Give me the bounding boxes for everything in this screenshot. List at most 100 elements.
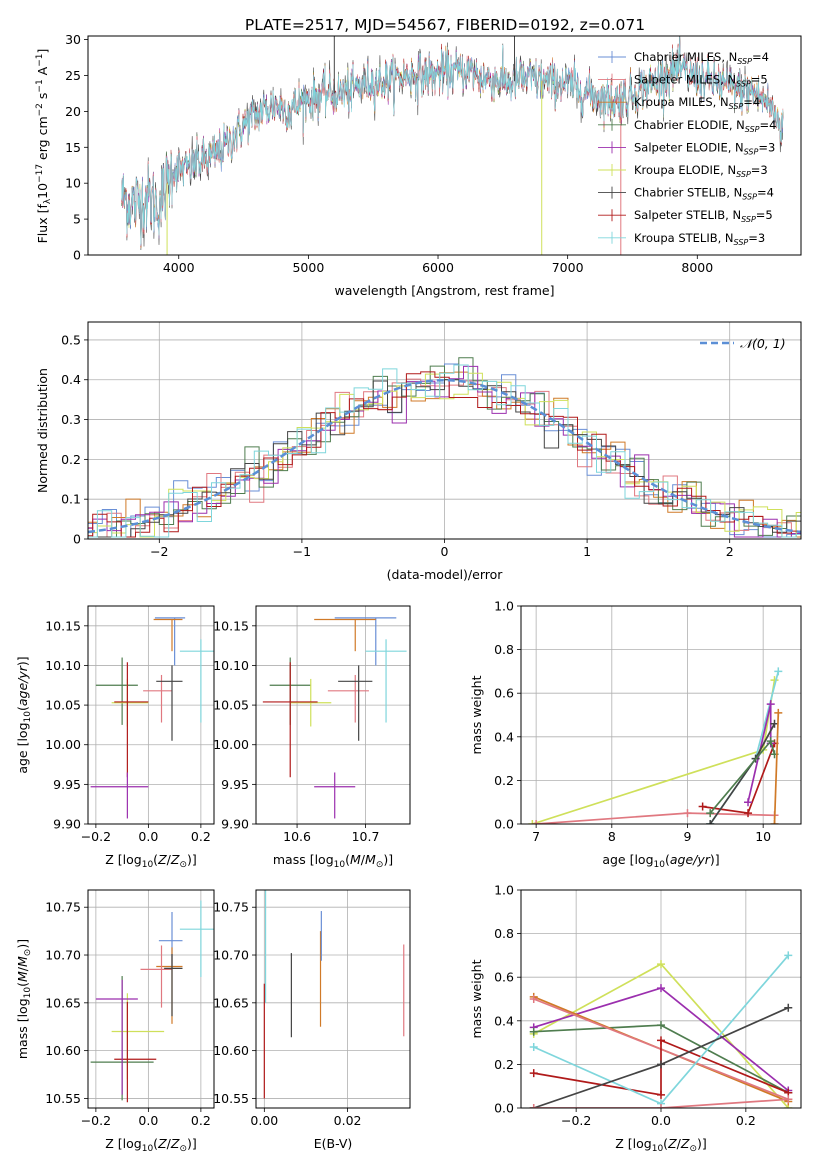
y-tick-label: 0.5 xyxy=(61,332,81,347)
x-axis-label: Z [log10(Z/Z⊙)] xyxy=(105,852,197,870)
label-part: )] xyxy=(187,1136,197,1151)
legend-text-part: Chabrier ELODIE, N xyxy=(634,118,745,132)
weight-marker-kroupa_stelib xyxy=(529,1042,538,1051)
label-part: ⊙ xyxy=(179,860,187,870)
legend-text-part: SSP xyxy=(736,80,751,89)
y-axis-label: age [log10(age/yr)] xyxy=(15,656,33,773)
label-part: Z [log xyxy=(105,1136,141,1151)
legend-text-part: =5 xyxy=(756,208,773,222)
legend-text-part: SSP xyxy=(745,125,760,134)
x-tick-label: 0.2 xyxy=(191,829,211,844)
y-tick-label: 0.4 xyxy=(494,729,514,744)
label-part: Z xyxy=(170,1136,180,1151)
weight-marker-kroupa_elodie xyxy=(528,820,537,824)
x-axis-label: wavelength [Angstrom, rest frame] xyxy=(334,283,554,298)
x-tick-label: −0.2 xyxy=(81,829,111,844)
x-tick-label: 10.6 xyxy=(283,829,311,844)
label-part: −17 xyxy=(35,164,45,183)
label-part: age [log xyxy=(602,852,653,867)
y-tick-label: 9.90 xyxy=(53,817,81,832)
legend-entry: 𝒩(0, 1) xyxy=(740,336,786,351)
label-part: 10 xyxy=(35,183,50,199)
weight-marker-salpeter_miles xyxy=(529,1104,538,1108)
x-tick-label: 4000 xyxy=(163,260,195,275)
weight-marker-salpeter_stelib xyxy=(698,802,707,811)
plot-area xyxy=(90,617,214,819)
weight-marker-salpeter_miles xyxy=(532,820,541,824)
weight-marker-chabrier_elodie xyxy=(657,1021,665,1030)
legend-text-part: Salpeter STELIB, N xyxy=(634,208,741,222)
axes-frame xyxy=(87,35,802,256)
panel-mass_vs_ebv: 0.00 0.02 10.55 10.60 10.65 10.70 10.75 E(B-V) xyxy=(213,889,411,1151)
label-part: 10 xyxy=(23,711,33,723)
x-axis-label: Z [log10(Z/Z⊙)] xyxy=(105,1136,197,1154)
histogram-salpeter_stelib xyxy=(88,371,801,538)
x-tick-label: 0.02 xyxy=(334,1113,362,1128)
weight-marker-salpeter_elodie xyxy=(766,700,775,709)
y-tick-label: 10.05 xyxy=(45,698,81,713)
weight-marker-chabrier_elodie xyxy=(529,1027,538,1036)
weight-marker-chabrier_stelib xyxy=(784,1003,793,1012)
label-part: erg cm xyxy=(35,116,50,164)
label-part: Flux [f xyxy=(35,204,50,244)
y-tick-label: 10.55 xyxy=(45,1091,81,1106)
x-tick-label: 10.7 xyxy=(352,829,380,844)
weight-line-salpeter_miles xyxy=(536,812,775,824)
x-tick-label: 0.0 xyxy=(138,1113,158,1128)
y-tick-label: 0.2 xyxy=(494,773,514,788)
legend-entry: Chabrier MILES, NSSP=4 xyxy=(634,50,769,66)
y-axis-label: Normed distribution xyxy=(35,368,50,493)
plot-area xyxy=(528,667,783,824)
y-tick-label: 10.10 xyxy=(45,658,81,673)
legend-entry: Kroupa ELODIE, NSSP=3 xyxy=(634,163,768,179)
legend-text-part: =4 xyxy=(757,186,774,200)
label-part: ( xyxy=(153,852,158,867)
y-tick-label: 0.0 xyxy=(494,817,514,832)
x-tick-label: 0 xyxy=(441,544,449,559)
y-tick-label: 10.60 xyxy=(45,1043,81,1058)
x-tick-label: 8000 xyxy=(681,260,713,275)
y-axis-label: Flux [fλ10−17 erg cm−2 s−1 A−1] xyxy=(35,49,53,244)
legend-text-part: SSP xyxy=(741,215,756,224)
label-part: 10 xyxy=(654,860,666,870)
y-tick-label: 1.0 xyxy=(494,599,514,614)
plot-area xyxy=(121,36,784,255)
weight-line-salpeter_miles xyxy=(533,1098,789,1108)
label-part: ( xyxy=(15,982,30,987)
x-axis-label: (data-model)/error xyxy=(387,567,504,582)
y-axis-label: mass [log10(M/M⊙)] xyxy=(15,939,33,1059)
legend-entry: Chabrier ELODIE, NSSP=4 xyxy=(634,118,776,134)
weight-marker-kroupa_stelib xyxy=(784,951,793,960)
label-part: ⊙ xyxy=(689,1144,697,1154)
label-part: Z xyxy=(157,1136,167,1151)
x-tick-label: 0.00 xyxy=(250,1113,278,1128)
panel-weight_vs_z: −0.2 0.0 0.20.00.20.40.60.81.0Z [log10(Z/Z… xyxy=(469,883,802,1154)
label-part: 10 xyxy=(142,860,154,870)
axes-frame xyxy=(87,889,215,1109)
panel-age_vs_z: −0.2 0.0 0.2 9.90 9.95 10.00 10.05 10.10 10.15 Z … xyxy=(15,605,215,870)
legend-text-part: =4 xyxy=(743,95,760,109)
y-tick-label: 10.00 xyxy=(213,737,249,752)
weight-marker-salpeter_miles xyxy=(683,809,692,818)
x-tick-label: 0.0 xyxy=(651,1113,671,1128)
weight-marker-chabrier_elodie xyxy=(766,737,775,746)
legend-text-part: =5 xyxy=(751,73,768,87)
y-tick-label: 0 xyxy=(73,532,81,547)
y-tick-label: 10.75 xyxy=(213,900,249,915)
label-part: / xyxy=(167,852,172,867)
y-tick-label: 9.95 xyxy=(53,777,81,792)
plot-area xyxy=(263,890,405,1099)
x-axis-label: Z [log10(Z/Z⊙)] xyxy=(615,1136,707,1154)
y-tick-label: 10.00 xyxy=(45,737,81,752)
legend-text-part: Kroupa STELIB, N xyxy=(634,231,734,245)
label-part: 10 xyxy=(334,860,346,870)
x-tick-label: −1 xyxy=(293,544,311,559)
y-axis-label: mass weight xyxy=(469,675,484,754)
label-part: ( xyxy=(345,852,350,867)
label-part: M xyxy=(350,852,361,867)
label-part: −2 xyxy=(35,103,45,116)
y-tick-label: 0.8 xyxy=(494,926,514,941)
label-part: ( xyxy=(153,1136,158,1151)
x-tick-label: 0.0 xyxy=(138,829,158,844)
label-part: ⊙ xyxy=(376,860,384,870)
